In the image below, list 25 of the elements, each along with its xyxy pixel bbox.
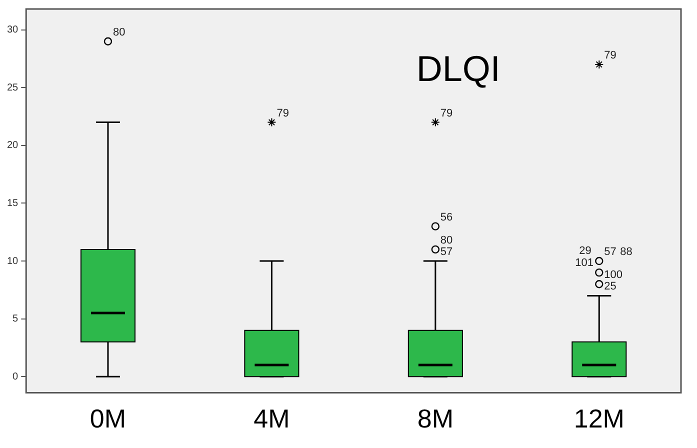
annotation: 56	[440, 211, 453, 224]
y-tick-label: 15	[7, 198, 19, 209]
y-tick-label: 25	[7, 82, 19, 94]
text: DLQI	[416, 48, 500, 89]
annotation: 100	[604, 269, 622, 282]
annotation: 25	[604, 280, 616, 293]
annotation: 79	[276, 107, 289, 120]
x-tick-label: 12M	[574, 404, 624, 434]
y-tick-label: 0	[12, 371, 19, 382]
annotation: 57	[604, 246, 616, 258]
annotation: 79	[440, 107, 453, 120]
y-tick-label: 30	[7, 24, 19, 36]
y-tick-label: 5	[12, 314, 19, 325]
annotation: 80	[112, 26, 126, 38]
y-tick-label: 10	[7, 256, 19, 267]
x-tick-label: 8M	[417, 404, 454, 434]
annotation: 101	[575, 257, 594, 270]
x-tick-label: 0M	[90, 404, 126, 434]
x-tick-label: 4M	[254, 404, 290, 434]
annotation: 79	[604, 50, 616, 62]
annotation: 57	[440, 246, 453, 258]
annotation: 88	[620, 246, 632, 258]
y-tick-label: 20	[7, 140, 19, 152]
annotation: 80	[440, 234, 453, 246]
annotation: 29	[579, 245, 592, 258]
